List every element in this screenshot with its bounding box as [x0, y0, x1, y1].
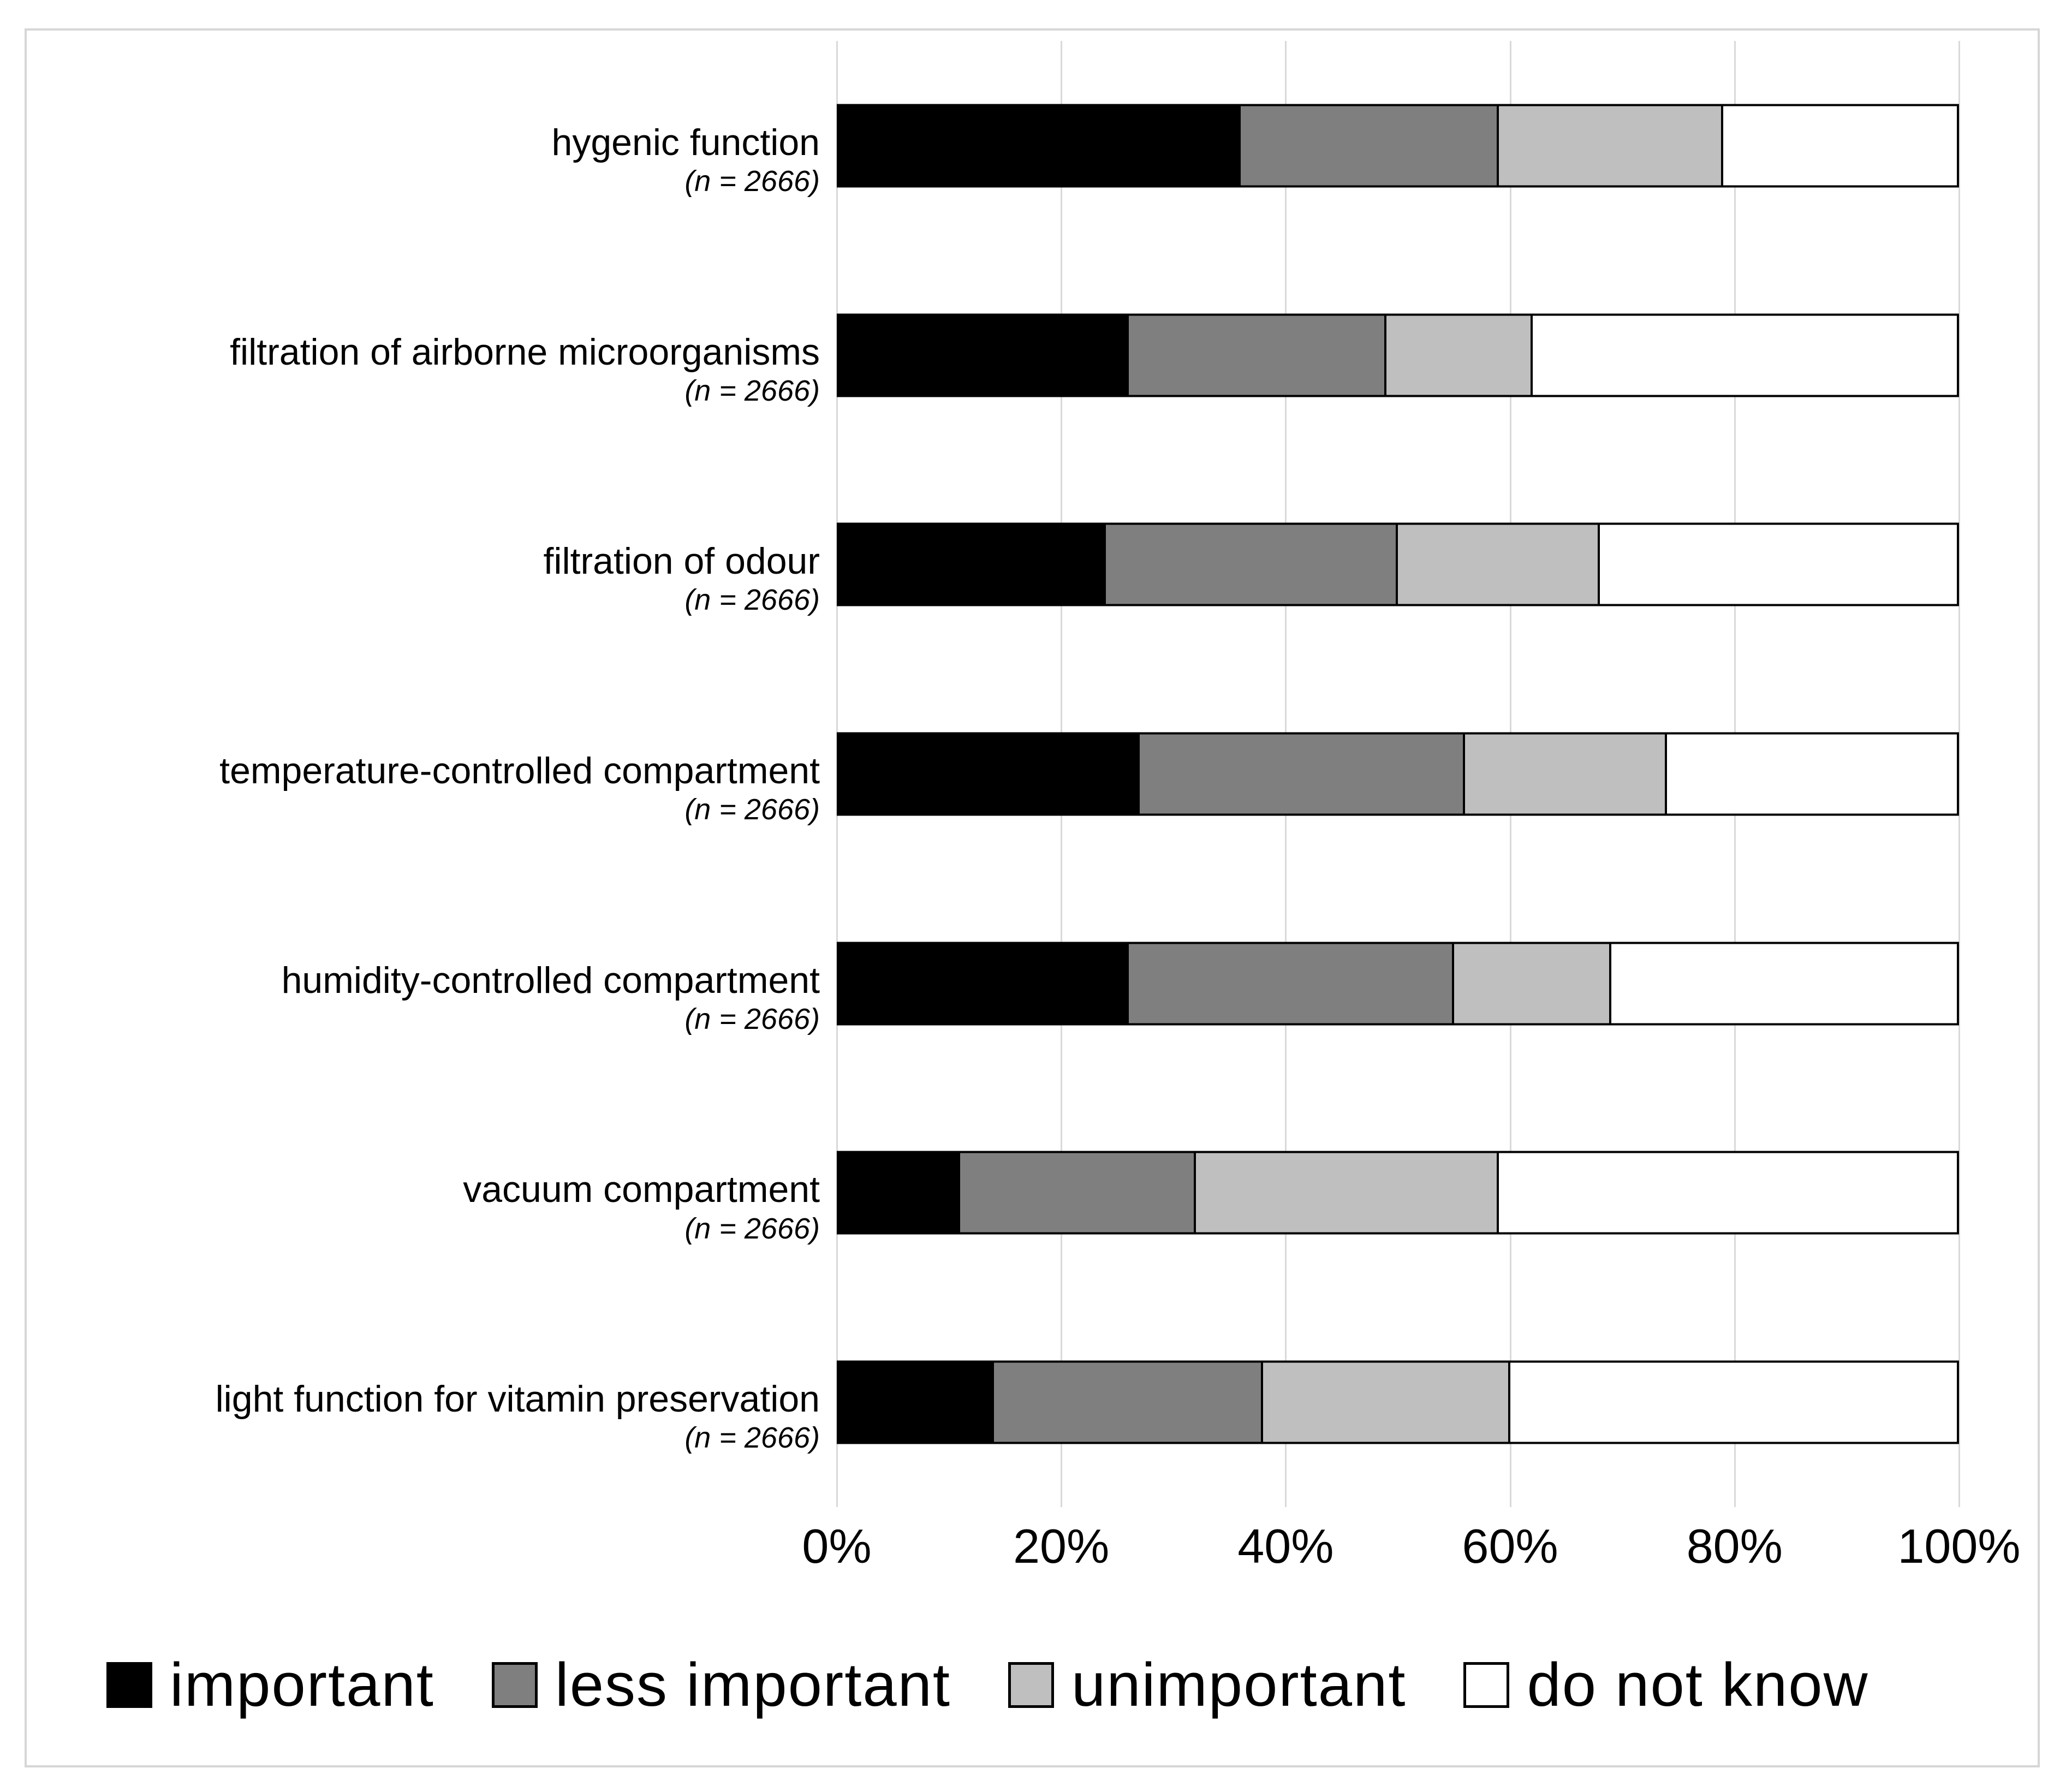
stacked-bar-humidity-controlled-compartment — [837, 942, 1959, 1026]
category-sample-size: (n = 2666) — [684, 793, 820, 826]
bar-segment-do-not-know — [1721, 104, 1959, 188]
category-label-vacuum-compartment: vacuum compartment (n = 2666) — [22, 1169, 820, 1248]
bar-row-humidity-controlled-compartment: humidity-controlled compartment (n = 2666… — [0, 879, 2054, 1088]
stacked-bar-filtration-of-airborne-microorganisms — [837, 313, 1959, 397]
legend-label-less-important: less important — [555, 1651, 951, 1719]
legend-item-do-not-know: do not know — [1463, 1650, 1868, 1720]
bar-segment-important — [837, 732, 1140, 816]
legend-item-less-important: less important — [491, 1650, 951, 1720]
legend-item-important: important — [106, 1650, 434, 1720]
category-label-hygenic-function: hygenic function (n = 2666) — [22, 122, 820, 200]
bar-segment-important — [837, 522, 1106, 606]
stacked-bar-hygenic-function — [837, 104, 1959, 188]
bar-segment-important — [837, 104, 1241, 188]
bar-row-filtration-of-airborne-microorganisms: filtration of airborne microorganisms (n … — [0, 251, 2054, 460]
category-label-text: light function for vitamin preservation — [215, 1378, 820, 1420]
bar-row-filtration-of-odour: filtration of odour (n = 2666) — [0, 460, 2054, 669]
category-sample-size: (n = 2666) — [684, 1003, 820, 1036]
category-label-text: filtration of odour — [543, 540, 820, 582]
figure-frame — [25, 28, 2040, 1767]
legend-swatch-unimportant — [1008, 1662, 1055, 1708]
bar-segment-less-important — [991, 1360, 1264, 1444]
bar-segment-unimportant — [1497, 104, 1724, 188]
bar-row-light-function-for-vitamin-preservation: light function for vitamin preservation(… — [0, 1297, 2054, 1507]
gridline-100% — [1958, 41, 1960, 1507]
category-label-text: humidity-controlled compartment — [281, 959, 820, 1001]
bar-segment-less-important — [1126, 942, 1454, 1026]
category-label-filtration-of-airborne-microorganisms: filtration of airborne microorganisms (n … — [22, 331, 820, 410]
bar-segment-important — [837, 1151, 961, 1235]
category-sample-size: (n = 2666) — [684, 374, 820, 407]
legend-label-important: important — [170, 1651, 434, 1719]
category-label-temperature-controlled-compartment: temperature-controlled compartment (n = 2… — [22, 750, 820, 829]
category-label-humidity-controlled-compartment: humidity-controlled compartment (n = 2666… — [22, 960, 820, 1038]
x-tick-label-0: 0% — [802, 1519, 872, 1573]
legend-swatch-do-not-know — [1463, 1662, 1510, 1708]
category-label-filtration-of-odour: filtration of odour (n = 2666) — [22, 540, 820, 619]
stacked-bar-vacuum-compartment — [837, 1151, 1959, 1235]
category-label-text: filtration of airborne microorganisms — [230, 331, 820, 373]
bar-segment-important — [837, 942, 1129, 1026]
category-label-light-function-for-vitamin-preservation: light function for vitamin preservation(… — [22, 1378, 820, 1457]
bar-row-vacuum-compartment: vacuum compartment (n = 2666) — [0, 1088, 2054, 1298]
category-label-text: temperature-controlled compartment — [219, 750, 820, 792]
legend-swatch-less-important — [491, 1662, 538, 1708]
bar-segment-less-important — [1138, 732, 1466, 816]
bar-segment-do-not-know — [1497, 1151, 1959, 1235]
bar-segment-do-not-know — [1598, 522, 1959, 606]
x-tick-label-60: 60% — [1462, 1519, 1558, 1573]
category-label-text: hygenic function — [551, 122, 820, 164]
stacked-bar-light-function-for-vitamin-preservation — [837, 1360, 1959, 1444]
legend-item-unimportant: unimportant — [1008, 1650, 1406, 1720]
bar-segment-do-not-know — [1609, 942, 1959, 1026]
bar-segment-important — [837, 1360, 994, 1444]
category-sample-size: (n = 2666) — [684, 584, 820, 617]
bar-segment-less-important — [1239, 104, 1499, 188]
bar-row-temperature-controlled-compartment: temperature-controlled compartment (n = 2… — [0, 669, 2054, 879]
category-sample-size: (n = 2666) — [684, 1421, 820, 1455]
bar-row-hygenic-function: hygenic function (n = 2666) — [0, 41, 2054, 251]
bar-segment-less-important — [1104, 522, 1398, 606]
stacked-bar-temperature-controlled-compartment — [837, 732, 1959, 816]
stacked-bar-filtration-of-odour — [837, 522, 1959, 606]
bar-segment-less-important — [1126, 313, 1387, 397]
bar-segment-unimportant — [1193, 1151, 1499, 1235]
category-label-text: vacuum compartment — [463, 1169, 820, 1211]
x-tick-label-20: 20% — [1013, 1519, 1110, 1573]
category-sample-size: (n = 2666) — [684, 165, 820, 198]
legend-label-do-not-know: do not know — [1527, 1651, 1869, 1719]
category-sample-size: (n = 2666) — [684, 1212, 820, 1245]
bar-segment-unimportant — [1451, 942, 1611, 1026]
bar-segment-do-not-know — [1508, 1360, 1959, 1444]
legend-swatch-important — [106, 1662, 152, 1708]
bar-segment-do-not-know — [1665, 732, 1959, 816]
x-tick-label-40: 40% — [1237, 1519, 1334, 1573]
x-tick-label-100: 100% — [1897, 1519, 2021, 1573]
x-tick-label-80: 80% — [1686, 1519, 1783, 1573]
legend-label-unimportant: unimportant — [1071, 1651, 1407, 1719]
bar-segment-important — [837, 313, 1129, 397]
legend: important less important unimportant do not… — [106, 1650, 1926, 1720]
bar-segment-unimportant — [1463, 732, 1668, 816]
bar-segment-do-not-know — [1530, 313, 1959, 397]
